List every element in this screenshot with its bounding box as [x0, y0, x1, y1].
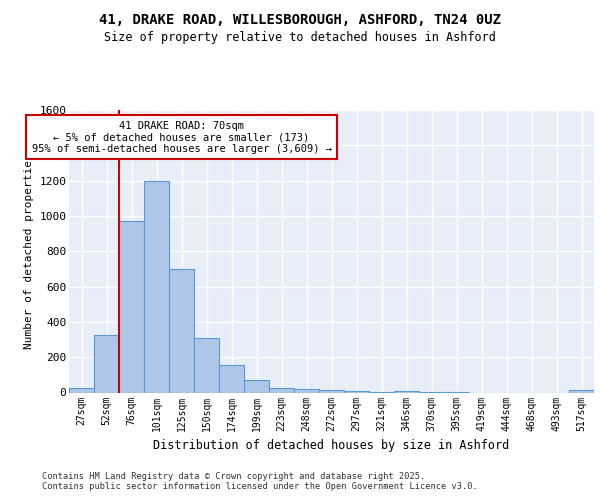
Bar	[344, 391, 369, 392]
Text: 41 DRAKE ROAD: 70sqm
← 5% of detached houses are smaller (173)
95% of semi-detac: 41 DRAKE ROAD: 70sqm ← 5% of detached ho…	[32, 120, 331, 154]
Bar	[219, 365, 244, 392]
Y-axis label: Number of detached properties: Number of detached properties	[23, 154, 34, 349]
Bar	[169, 269, 194, 392]
Text: 41, DRAKE ROAD, WILLESBOROUGH, ASHFORD, TN24 0UZ: 41, DRAKE ROAD, WILLESBOROUGH, ASHFORD, …	[99, 12, 501, 26]
Bar	[319, 390, 344, 392]
Bar	[269, 388, 294, 392]
Text: Contains HM Land Registry data © Crown copyright and database right 2025.
Contai: Contains HM Land Registry data © Crown c…	[42, 472, 478, 491]
Bar	[569, 390, 594, 392]
X-axis label: Distribution of detached houses by size in Ashford: Distribution of detached houses by size …	[154, 439, 509, 452]
Bar	[194, 338, 219, 392]
Bar	[244, 380, 269, 392]
Bar	[394, 391, 419, 392]
Bar	[69, 388, 94, 392]
Bar	[294, 389, 319, 392]
Bar	[94, 335, 119, 392]
Bar	[119, 221, 144, 392]
Text: Size of property relative to detached houses in Ashford: Size of property relative to detached ho…	[104, 31, 496, 44]
Bar	[144, 180, 169, 392]
